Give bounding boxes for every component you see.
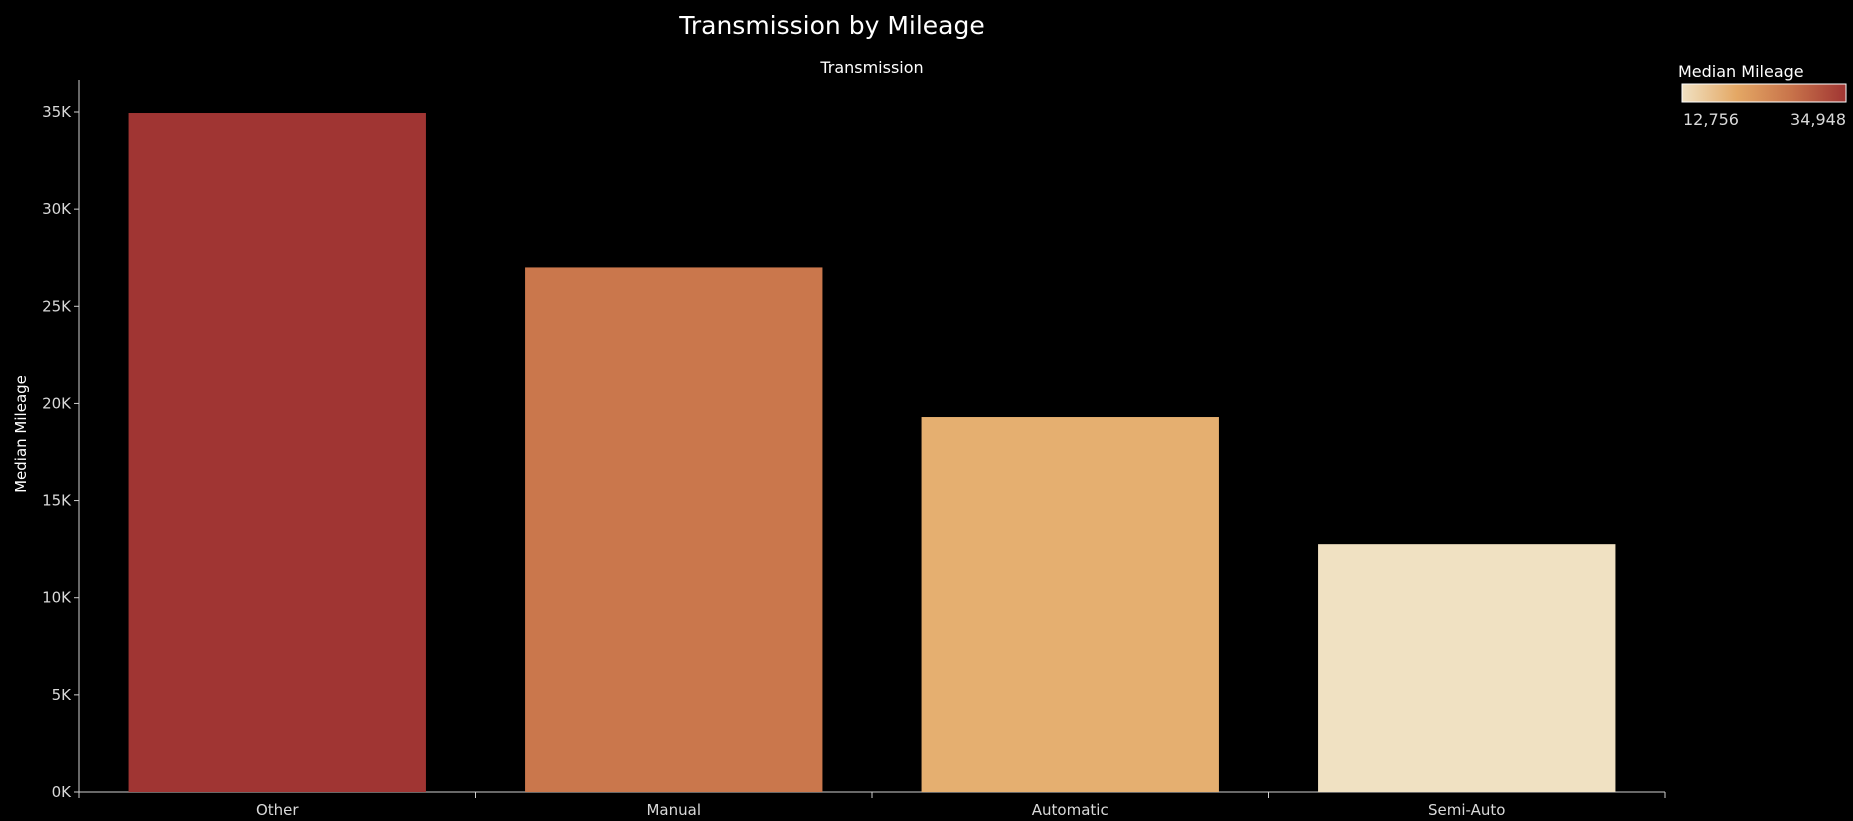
y-tick-label: 35K: [42, 103, 72, 121]
chart-title: Transmission by Mileage: [678, 11, 984, 40]
bars: [128, 113, 1616, 793]
color-legend: Median Mileage 12,756 34,948: [1678, 62, 1847, 129]
y-tick-label: 15K: [42, 492, 72, 510]
bar-other[interactable]: [128, 113, 426, 793]
y-tick-label: 10K: [42, 589, 72, 607]
x-tick-label: Other: [256, 801, 299, 819]
bar-automatic[interactable]: [921, 417, 1219, 792]
legend-gradient-bar: [1681, 83, 1847, 103]
x-axis: Other Manual Automatic Semi-Auto: [78, 791, 1666, 819]
y-tick-label: 25K: [42, 297, 72, 315]
x-tick-label: Automatic: [1032, 801, 1109, 819]
legend-min-label: 12,756: [1683, 110, 1739, 129]
y-tick-label: 0K: [52, 783, 73, 801]
bar-manual[interactable]: [525, 267, 823, 792]
y-tick-label: 5K: [52, 686, 73, 704]
y-tick-label: 20K: [42, 394, 72, 412]
bar-semi-auto[interactable]: [1318, 544, 1616, 792]
x-tick-label: Manual: [646, 801, 701, 819]
legend-max-label: 34,948: [1790, 110, 1846, 129]
y-tick-label: 30K: [42, 200, 72, 218]
x-tick-label: Semi-Auto: [1428, 801, 1505, 819]
y-axis: 0K 5K 10K 15K 20K 25K 30K 35K: [42, 80, 80, 801]
legend-title: Median Mileage: [1678, 62, 1804, 81]
y-axis-label: Median Mileage: [12, 375, 30, 493]
column-header: Transmission: [819, 58, 923, 77]
